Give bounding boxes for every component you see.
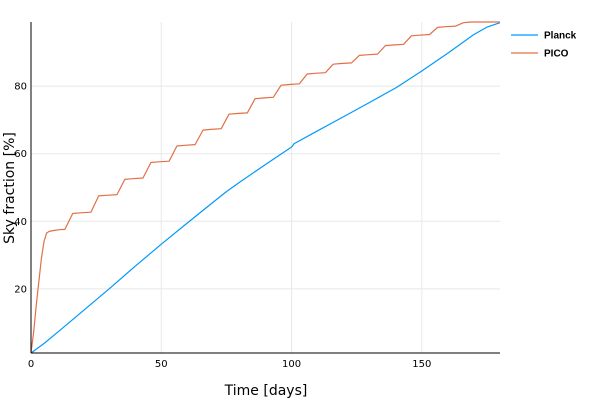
x-tick-label: 150	[412, 359, 431, 370]
legend-label-pico: PICO	[544, 49, 569, 60]
y-axis-label: Sky fraction [%]	[2, 132, 18, 244]
legend-label-planck: Planck	[544, 31, 577, 42]
x-axis-label: Time [days]	[224, 383, 308, 399]
x-tick-label: 0	[28, 359, 34, 370]
tick-labels: 0 50 100 150 20 40 60 80	[14, 82, 431, 370]
x-tick-label: 50	[155, 359, 168, 370]
y-tick-label: 80	[14, 82, 27, 93]
series-lines	[30, 21, 501, 354]
series-line-planck	[30, 22, 501, 354]
grid	[30, 22, 500, 353]
x-tick-label: 100	[282, 359, 301, 370]
series-line-pico	[30, 21, 500, 354]
y-tick-label: 20	[14, 284, 27, 295]
legend: Planck PICO	[511, 31, 577, 60]
axes	[30, 22, 500, 354]
y-tick-label: 40	[14, 217, 27, 228]
y-tick-label: 60	[14, 149, 27, 160]
